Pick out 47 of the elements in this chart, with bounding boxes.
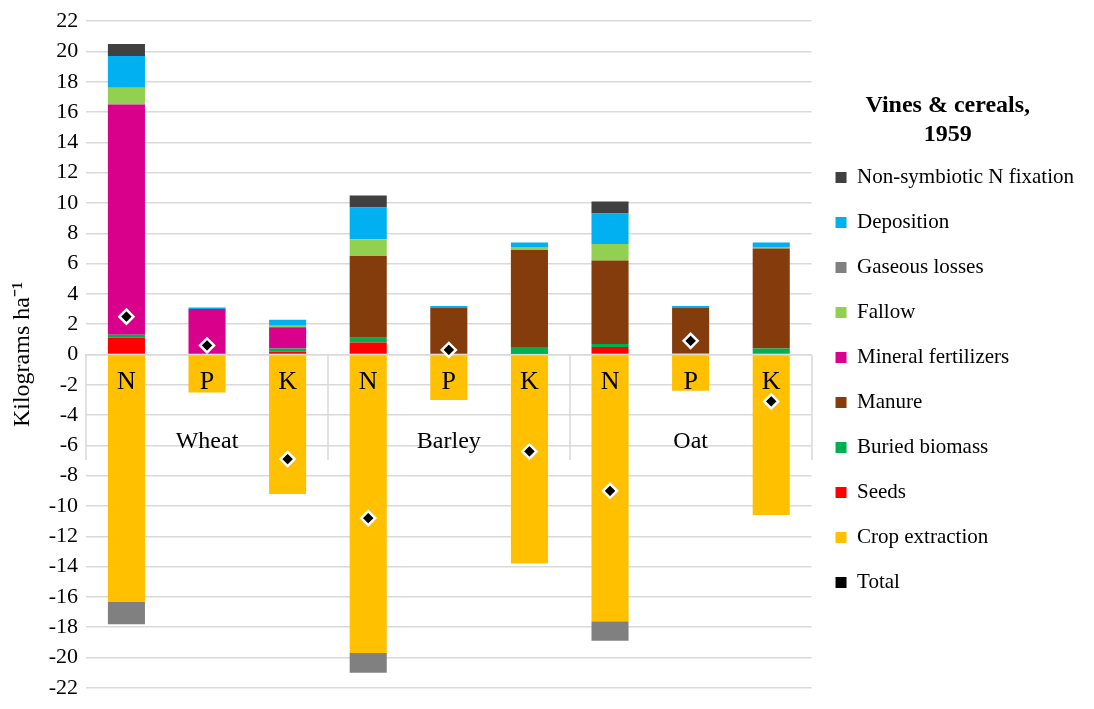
x-tick-label: P [441,365,457,395]
legend-label: Manure [857,388,923,413]
y-tick-label: -14 [48,552,79,578]
y-tick-label: -16 [48,582,79,608]
x-tick-label: P [199,365,215,395]
y-tick-label: 16 [56,97,79,123]
y-tick-label: 0 [67,340,79,366]
y-tick-label: 8 [67,219,79,245]
x-tick-label: K [278,365,298,395]
x-tick-label: K [520,365,540,395]
y-tick-label: 18 [56,67,79,93]
y-tick-label: -12 [48,522,79,548]
y-tick-label: -22 [48,673,79,699]
legend-label: Gaseous losses [857,253,984,278]
y-tick-label: -6 [59,431,79,457]
y-tick-label: 10 [56,188,79,214]
x-tick-label: P [683,365,698,395]
annotation: Wheat [175,426,239,453]
y-tick-label: 14 [56,128,79,154]
legend-label: Deposition [857,208,950,233]
y-tick-label: 4 [67,279,79,305]
legend-title: Vines & cereals, 1959 [865,91,1031,147]
y-tick-label: 22 [56,6,79,32]
y-tick-label: 2 [67,309,79,335]
x-tick-label: N [600,365,620,395]
y-tick-label: 12 [56,158,79,184]
x-tick-label: K [761,365,781,395]
annotation: Oat [673,426,709,453]
legend-label: Buried biomass [857,433,989,458]
legend-label: Fallow [857,298,917,323]
y-tick-label: -2 [59,370,79,396]
x-tick-label: N [117,365,137,395]
y-tick-label: -10 [48,491,79,517]
y-tick-label: 20 [56,37,79,63]
y-tick-label: -4 [59,400,79,426]
x-tick-label: N [358,365,378,395]
legend-label: Crop extraction [857,523,989,548]
y-tick-label: -20 [48,643,79,669]
y-axis-title: Kilograms ha⁻¹ [7,281,34,428]
legend-label: Mineral fertilizers [857,343,1010,368]
y-tick-label: 6 [67,249,79,275]
y-tick-label: -8 [59,461,79,487]
legend-label: Non-symbiotic N fixation [857,163,1075,188]
legend-label: Total [857,568,901,593]
annotation: Barley [416,426,481,453]
legend-label: Seeds [857,478,907,503]
y-tick-label: -18 [48,612,79,638]
